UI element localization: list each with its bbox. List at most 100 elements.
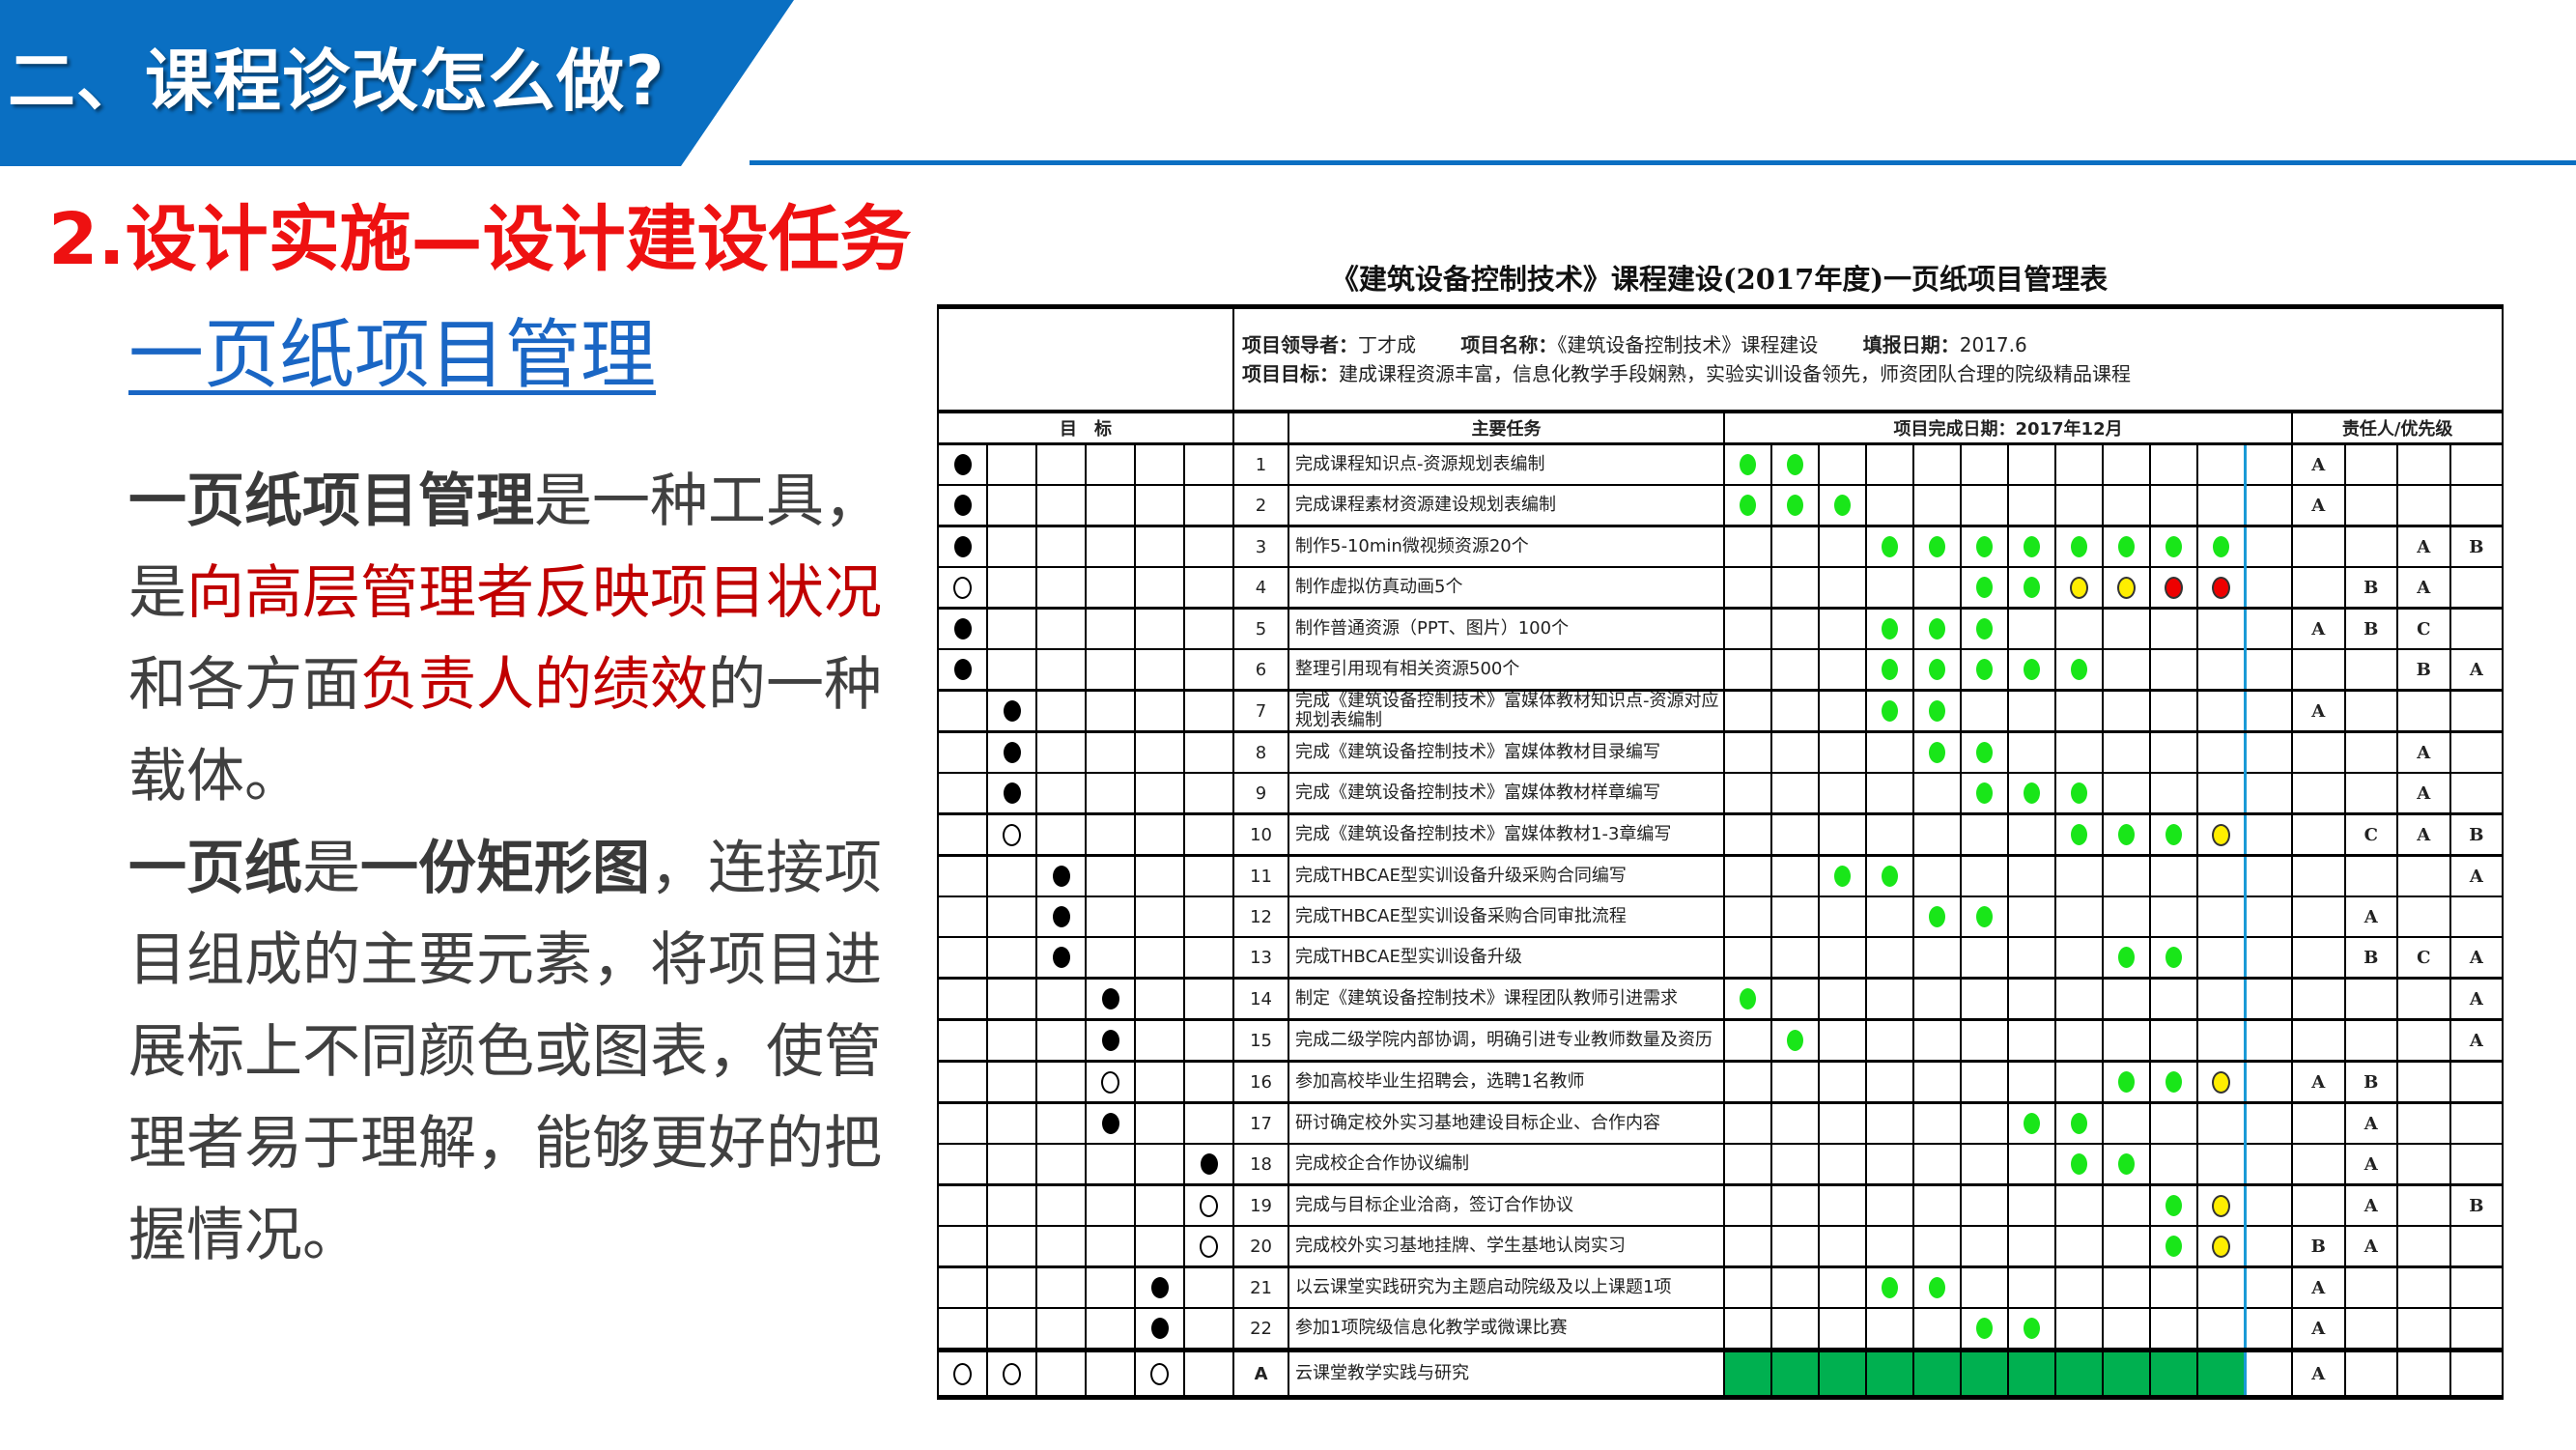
goal-cell — [937, 1101, 988, 1145]
green-status-dot — [1882, 700, 1899, 722]
timeline-cell — [1960, 689, 2010, 733]
table-row: 20 完成校外实习基地挂牌、学生基地认岗实习 B A — [937, 1225, 2505, 1268]
timeline-cell — [2007, 442, 2057, 486]
timeline-cell — [1723, 1018, 1773, 1063]
timeline-cell — [2243, 1348, 2294, 1399]
goal-cell — [1035, 977, 1087, 1021]
responsible-cell: B — [2396, 648, 2451, 692]
timeline-cell — [1912, 525, 1963, 568]
timeline-cell — [2149, 1101, 2199, 1145]
responsible-cell: A — [2396, 730, 2451, 774]
timeline-cell — [2054, 730, 2105, 774]
task-name: 完成课程素材资源建设规划表编制 — [1288, 484, 1726, 527]
timeline-cell — [2007, 525, 2057, 568]
goal-cell — [1085, 689, 1136, 733]
goal-cell — [1085, 1018, 1136, 1063]
timeline-cell — [2243, 1018, 2294, 1063]
responsible-cell — [2343, 648, 2399, 692]
timeline-cell — [2243, 854, 2294, 897]
timeline-cell — [1723, 936, 1773, 980]
timeline-cell — [1960, 896, 2010, 938]
goal-cell — [1134, 977, 1185, 1021]
timeline-cell — [2054, 812, 2105, 857]
timeline-cell — [2102, 936, 2152, 980]
timeline-cell — [2102, 977, 2152, 1021]
timeline-cell — [2243, 525, 2294, 568]
responsible-cell — [2343, 772, 2399, 815]
timeline-cell — [1865, 977, 1915, 1021]
timeline-cell — [2054, 1101, 2105, 1145]
responsible-cell — [2449, 1265, 2505, 1309]
task-name: 完成《建筑设备控制技术》富媒体教材目录编写 — [1288, 730, 1726, 774]
paragraph: 一页纸项目管理是一种工具，是向高层管理者反映项目状况和各方面负责人的绩效的一种载… — [128, 456, 911, 823]
timeline-cell — [2054, 607, 2105, 650]
timeline-cell — [2196, 1348, 2247, 1399]
info-line-1: 项目领导者：丁才成 项目名称：《建筑设备控制技术》课程建设 填报日期：2017.… — [1242, 330, 2501, 359]
timeline-cell — [1770, 977, 1821, 1021]
info-line-2: 项目目标：建成课程资源丰富，信息化教学手段娴熟，实验实训设备领先，师资团队合理的… — [1242, 359, 2501, 388]
timeline-cell — [1770, 1183, 1821, 1227]
timeline-cell — [2196, 1183, 2247, 1227]
table-row: 3 制作5-10min微视频资源20个 A B — [937, 525, 2505, 568]
responsible-cell — [2291, 896, 2346, 938]
timeline-cell — [2007, 1225, 2057, 1268]
goal-cell — [1134, 854, 1185, 897]
goal-cell — [1035, 1265, 1087, 1309]
timeline-cell — [1818, 607, 1868, 650]
timeline-cell — [1723, 1348, 1773, 1399]
timeline-cell — [1960, 1265, 2010, 1309]
responsible-cell — [2291, 525, 2346, 568]
yellow-status-dot — [2117, 576, 2137, 599]
yellow-status-dot — [2070, 576, 2089, 599]
table-row: 22 参加1项院级信息化教学或微课比赛 A — [937, 1307, 2505, 1351]
goal-cell — [937, 896, 988, 938]
filled-circle-icon — [1003, 700, 1021, 722]
timeline-cell — [1912, 1348, 1963, 1399]
timeline-cell — [2149, 607, 2199, 650]
green-status-dot — [1882, 659, 1899, 680]
timeline-cell — [1912, 1018, 1963, 1063]
goal-cell — [1134, 1183, 1185, 1227]
timeline-cell — [2149, 484, 2199, 527]
goal-cell — [1085, 772, 1136, 815]
table-row: 21 以云课堂实践研究为主题启动院级及以上课题1项 A — [937, 1265, 2505, 1309]
green-status-dot — [2166, 947, 2183, 968]
green-status-dot — [2071, 659, 2088, 680]
timeline-cell — [1865, 648, 1915, 692]
responsible-cell — [2343, 730, 2399, 774]
responsible-cell — [2396, 854, 2451, 897]
timeline-cell — [2243, 772, 2294, 815]
timeline-cell — [1723, 1101, 1773, 1145]
task-number: 15 — [1232, 1018, 1290, 1063]
timeline-cell — [1723, 854, 1773, 897]
timeline-cell — [1770, 525, 1821, 568]
timeline-cell — [1723, 484, 1773, 527]
section-link-one-page-pm[interactable]: 一页纸项目管理 — [128, 312, 657, 399]
timeline-cell — [2196, 896, 2247, 938]
hollow-circle-icon — [1101, 1070, 1119, 1094]
timeline-cell — [1865, 484, 1915, 527]
responsible-cell — [2291, 854, 2346, 897]
timeline-cell — [1723, 442, 1773, 486]
timeline-cell — [1960, 730, 2010, 774]
responsible-cell — [2396, 1060, 2451, 1104]
timeline-cell — [2054, 1183, 2105, 1227]
green-status-dot — [2212, 536, 2229, 557]
goal-cell — [1134, 1307, 1185, 1351]
green-status-dot — [2166, 1236, 2183, 1257]
green-status-dot — [1740, 988, 1757, 1009]
bold-text: 一份矩形图 — [360, 835, 650, 902]
goal-cell — [986, 1225, 1037, 1268]
timeline-cell — [1865, 1225, 1915, 1268]
goal-cell — [1182, 977, 1235, 1021]
green-status-dot — [2024, 577, 2041, 598]
timeline-cell — [2007, 1143, 2057, 1186]
timeline-cell — [1770, 1265, 1821, 1309]
timeline-cell — [1723, 772, 1773, 815]
timeline-cell — [2102, 525, 2152, 568]
timeline-cell — [1770, 1143, 1821, 1186]
goal-cell — [1182, 648, 1235, 692]
timeline-cell — [2102, 772, 2152, 815]
yellow-status-dot — [2211, 1235, 2230, 1258]
goal-cell — [937, 689, 988, 733]
